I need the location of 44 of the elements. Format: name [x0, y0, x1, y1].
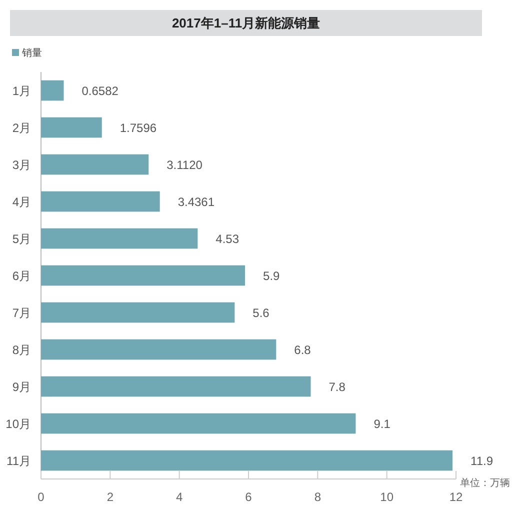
y-tick-label: 6月: [12, 269, 31, 283]
data-label: 7.8: [328, 380, 346, 394]
x-tick-label: 2: [106, 490, 114, 504]
y-tick-label: 8月: [12, 343, 31, 357]
bar: [41, 80, 64, 101]
data-label: 5.6: [252, 306, 270, 320]
data-label: 1.7596: [120, 121, 157, 135]
data-label: 9.1: [374, 417, 391, 431]
y-tick-label: 4月: [12, 195, 31, 209]
y-tick-label: 10月: [6, 417, 31, 431]
x-tick-label: 0: [38, 490, 45, 504]
bar: [41, 376, 311, 397]
legend-label: 销量: [21, 48, 42, 59]
bar: [41, 228, 198, 249]
data-label: 0.6582: [82, 84, 119, 98]
data-label: 3.4361: [178, 195, 215, 209]
data-label: 4.53: [216, 232, 240, 246]
bar: [41, 413, 356, 434]
data-label: 11.9: [470, 454, 494, 468]
text: 单位：万辆: [460, 477, 510, 489]
bar: [41, 154, 149, 175]
bar: [41, 191, 160, 212]
x-tick-label: 6: [245, 490, 252, 504]
y-tick-label: 7月: [12, 306, 31, 320]
y-tick-label: 3月: [12, 158, 31, 172]
x-tick-label: 8: [314, 490, 322, 504]
x-tick-label: 12: [449, 490, 463, 504]
y-tick-label: 9月: [12, 380, 31, 394]
y-tick-label: 11月: [6, 454, 31, 468]
data-label: 3.1120: [166, 158, 203, 172]
x-tick-label: 4: [176, 490, 183, 504]
y-tick-label: 5月: [12, 232, 31, 246]
bar: [41, 339, 276, 360]
bar: [41, 265, 246, 286]
y-tick-label: 2月: [12, 121, 31, 135]
chart-title: 2017年1–11月新能源销量: [172, 16, 320, 30]
x-tick-label: 10: [380, 490, 394, 504]
bar: [41, 117, 102, 138]
y-tick-label: 1月: [12, 84, 31, 98]
legend: 销量: [12, 48, 42, 59]
bar: [41, 302, 235, 323]
data-label: 6.8: [294, 343, 312, 357]
data-label: 5.9: [263, 269, 280, 283]
bar: [41, 450, 453, 471]
